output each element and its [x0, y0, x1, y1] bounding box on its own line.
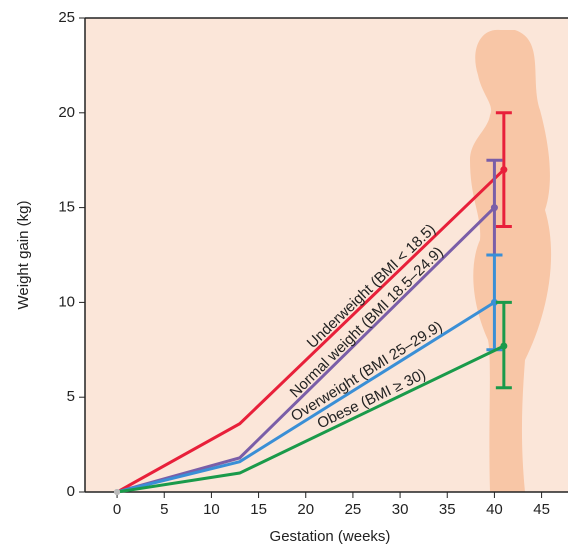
y-tick-label: 0 — [67, 483, 75, 500]
start-point — [114, 489, 121, 495]
y-tick-label: 25 — [58, 9, 75, 26]
silhouette — [470, 29, 552, 492]
y-tick-label: 10 — [58, 293, 75, 310]
end-point — [500, 342, 508, 350]
x-tick-label: 20 — [297, 501, 314, 518]
y-axis-label: Weight gain (kg) — [15, 201, 32, 310]
end-point — [490, 298, 498, 306]
x-axis-label: Gestation (weeks) — [270, 528, 391, 545]
y-tick-label: 15 — [58, 199, 75, 216]
series-line — [116, 344, 505, 494]
x-tick-label: 15 — [250, 501, 267, 518]
series-line — [116, 301, 496, 494]
series-line — [116, 168, 505, 494]
x-tick-label: 30 — [392, 501, 409, 518]
x-tick-label: 25 — [345, 501, 362, 518]
x-tick-label: 0 — [113, 501, 121, 518]
x-tick-label: 45 — [533, 501, 550, 518]
y-tick-label: 20 — [58, 104, 75, 121]
x-tick-label: 40 — [486, 501, 503, 518]
end-point — [500, 166, 508, 174]
x-tick-label: 10 — [203, 501, 220, 518]
end-point — [490, 204, 498, 212]
y-tick-label: 5 — [67, 388, 75, 405]
x-tick-label: 5 — [160, 501, 168, 518]
x-tick-label: 35 — [439, 501, 456, 518]
